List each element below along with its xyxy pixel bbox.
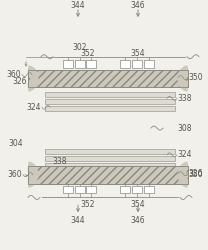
Bar <box>45 99 175 104</box>
Bar <box>45 163 175 168</box>
Bar <box>45 92 175 97</box>
Bar <box>45 156 175 161</box>
Text: 324: 324 <box>27 103 41 112</box>
Bar <box>28 166 188 184</box>
Text: 308: 308 <box>178 124 192 132</box>
Bar <box>45 106 175 111</box>
Bar <box>63 186 73 194</box>
Bar <box>86 186 96 194</box>
Bar <box>144 60 154 68</box>
Bar <box>132 60 142 68</box>
Text: 354: 354 <box>131 200 145 209</box>
Text: 344: 344 <box>71 1 85 10</box>
Bar <box>120 186 130 194</box>
Text: 360: 360 <box>7 70 21 79</box>
Text: 350: 350 <box>189 73 203 82</box>
Bar <box>75 60 85 68</box>
Bar <box>120 60 130 68</box>
Text: 302: 302 <box>73 43 87 52</box>
Text: 350: 350 <box>189 170 203 179</box>
Text: 360: 360 <box>8 170 22 179</box>
Text: 304: 304 <box>9 140 23 148</box>
Text: 346: 346 <box>131 216 145 225</box>
Text: 352: 352 <box>81 200 95 209</box>
Bar <box>63 60 73 68</box>
Text: 338: 338 <box>178 94 192 103</box>
Text: 338: 338 <box>53 157 67 166</box>
Text: 344: 344 <box>71 216 85 225</box>
Text: 326: 326 <box>13 77 27 86</box>
Text: 352: 352 <box>81 49 95 58</box>
Bar <box>86 60 96 68</box>
Text: 354: 354 <box>131 49 145 58</box>
Bar <box>45 149 175 154</box>
Text: 326: 326 <box>189 169 203 178</box>
Bar <box>144 186 154 194</box>
Bar <box>28 166 188 184</box>
Bar <box>132 186 142 194</box>
Bar <box>75 186 85 194</box>
Bar <box>28 70 188 87</box>
Bar <box>28 70 188 87</box>
Text: 324: 324 <box>178 150 192 159</box>
Text: 346: 346 <box>131 1 145 10</box>
